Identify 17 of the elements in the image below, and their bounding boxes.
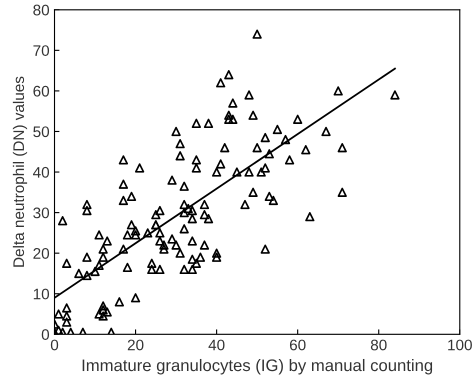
y-tick-label: 60 <box>33 86 50 97</box>
y-tick-label: 70 <box>33 45 50 56</box>
y-tick-label: 10 <box>34 288 50 300</box>
x-tick-label: 60 <box>290 340 306 350</box>
y-tick-label: 80 <box>33 4 50 16</box>
x-tick-label: 20 <box>128 340 144 350</box>
x-axis-title: Immature granulocytes (IG) by manual counting <box>82 358 432 374</box>
x-tick-label: 100 <box>448 340 472 350</box>
y-tick-label: 50 <box>33 126 50 138</box>
y-tick-label: 40 <box>33 166 50 178</box>
y-tick-label: 20 <box>33 248 50 259</box>
x-tick-label: 80 <box>370 340 387 350</box>
y-tick-label: 30 <box>33 207 50 218</box>
x-tick-label: 40 <box>208 340 225 350</box>
y-tick-label: 0 <box>42 329 50 340</box>
x-tick-label: 0 <box>50 340 58 350</box>
y-axis-title: Delta neutrophil (DN) values <box>12 76 28 267</box>
